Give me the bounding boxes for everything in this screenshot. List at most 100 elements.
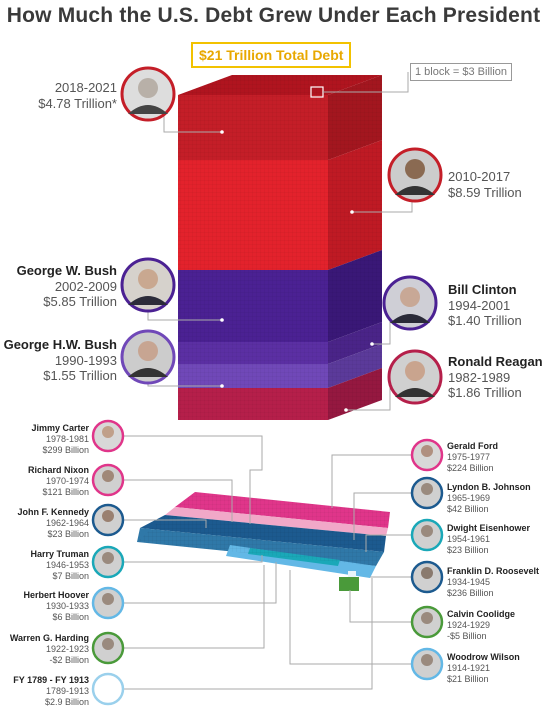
connector-nixon <box>93 479 233 522</box>
name-jimmy-carter: Jimmy Carter <box>31 423 89 433</box>
label-john-f-kennedy: John F. Kennedy 1962-1964 $23 Billion <box>17 507 89 539</box>
label-george-h-w-bush: George H.W. Bush 1990-1993 $1.55 Trillio… <box>4 337 117 384</box>
name-fy1789-fy1913: FY 1789 - FY 1913 <box>13 675 89 685</box>
name-calvin-coolidge: Calvin Coolidge <box>447 609 516 619</box>
name-warren-g-harding: Warren G. Harding <box>9 633 89 643</box>
connector-carter <box>93 435 263 524</box>
years-2018-2021: 2018-2021 <box>54 80 117 95</box>
years-lyndon-b-johnson: 1965-1969 <box>447 492 491 503</box>
portraits-small <box>91 419 444 706</box>
portrait-warren-g-harding <box>91 631 125 665</box>
years-george-w-bush: 2002-2009 <box>54 278 117 294</box>
connector-fy1789 <box>93 578 373 690</box>
name-ronald-reagan: Ronald Reagan <box>448 354 543 369</box>
connector-coolidge <box>349 590 412 623</box>
connector-truman <box>93 555 263 563</box>
years-2010-2017: 2010-2017 <box>448 169 511 184</box>
portraits-large <box>120 66 443 405</box>
name-harry-truman: Harry Truman <box>30 549 89 559</box>
amount-2010-2017: $8.59 Trillion <box>448 184 522 200</box>
amount-herbert-hoover: $6 Billion <box>52 611 89 622</box>
amount-lyndon-b-johnson: $42 Billion <box>447 503 489 514</box>
name-herbert-hoover: Herbert Hoover <box>23 590 89 600</box>
portrait-2010-2017 <box>387 147 443 203</box>
amount-george-w-bush: $5.85 Trillion <box>43 294 117 310</box>
connector-ford <box>331 454 412 508</box>
name-gerald-ford: Gerald Ford <box>447 441 499 451</box>
years-gerald-ford: 1975-1977 <box>447 451 491 462</box>
label-lyndon-b-johnson: Lyndon B. Johnson 1965-1969 $42 Billion <box>447 482 531 514</box>
label-george-w-bush: George W. Bush 2002-2009 $5.85 Trillion <box>17 263 117 310</box>
years-dwight-eisenhower: 1954-1961 <box>447 533 491 544</box>
portrait-george-w-bush <box>120 257 176 313</box>
main-stack <box>178 75 382 420</box>
amount-george-h-w-bush: $1.55 Trillion <box>43 368 117 384</box>
label-ronald-reagan: Ronald Reagan 1982-1989 $1.86 Trillion <box>448 354 543 401</box>
name-john-f-kennedy: John F. Kennedy <box>17 507 89 517</box>
years-ronald-reagan: 1982-1989 <box>448 369 511 385</box>
slab-white-cell <box>348 571 356 577</box>
connector-lines <box>93 72 413 690</box>
amount-dwight-eisenhower: $23 Billion <box>447 544 489 555</box>
portrait-george-h-w-bush <box>120 329 176 385</box>
name-richard-nixon: Richard Nixon <box>27 465 89 475</box>
name-franklin-d-roosevelt: Franklin D. Roosevelt <box>447 566 540 576</box>
connector-dots <box>220 130 374 412</box>
slab-green <box>339 577 359 591</box>
portrait-franklin-d-roosevelt <box>410 560 444 594</box>
amount-franklin-d-roosevelt: $236 Billion <box>447 587 494 598</box>
portrait-gerald-ford <box>410 438 444 472</box>
years-franklin-d-roosevelt: 1934-1945 <box>447 576 491 587</box>
portrait-jimmy-carter <box>91 419 125 453</box>
name-bill-clinton: Bill Clinton <box>448 282 517 297</box>
connector-hoover <box>93 562 277 604</box>
years-bill-clinton: 1994-2001 <box>448 297 511 313</box>
name-woodrow-wilson: Woodrow Wilson <box>447 652 520 662</box>
label-jimmy-carter: Jimmy Carter 1978-1981 $299 Billion <box>31 423 89 455</box>
amount-richard-nixon: $121 Billion <box>42 486 89 497</box>
portrait-lyndon-b-johnson <box>410 476 444 510</box>
years-woodrow-wilson: 1914-1921 <box>447 662 491 673</box>
name-george-w-bush: George W. Bush <box>16 263 117 278</box>
amount-john-f-kennedy: $23 Billion <box>47 528 89 539</box>
connector-kennedy <box>93 519 207 528</box>
years-fy1789-fy1913: 1789-1913 <box>45 685 89 696</box>
label-dwight-eisenhower: Dwight Eisenhower 1954-1961 $23 Billion <box>447 523 530 555</box>
name-lyndon-b-johnson: Lyndon B. Johnson <box>447 482 531 492</box>
chart-title: How Much the U.S. Debt Grew Under Each P… <box>6 4 541 27</box>
label-richard-nixon: Richard Nixon 1970-1974 $121 Billion <box>28 465 89 497</box>
portrait-john-f-kennedy <box>91 503 125 537</box>
connector-johnson <box>353 492 412 540</box>
portrait-2018-2021 <box>120 66 176 122</box>
connector-eisenhower <box>365 534 412 552</box>
portrait-richard-nixon <box>91 463 125 497</box>
label-gerald-ford: Gerald Ford 1975-1977 $224 Billion <box>447 441 498 473</box>
label-fy1789-fy1913: FY 1789 - FY 1913 1789-1913 $2.9 Billion <box>13 675 89 707</box>
portrait-ronald-reagan <box>387 349 443 405</box>
years-john-f-kennedy: 1962-1964 <box>45 517 89 528</box>
label-2018-2021: 2018-2021 $4.78 Trillion* <box>38 80 117 111</box>
label-harry-truman: Harry Truman 1946-1953 $7 Billion <box>30 549 89 581</box>
years-jimmy-carter: 1978-1981 <box>45 433 89 444</box>
amount-jimmy-carter: $299 Billion <box>42 444 89 455</box>
portrait-harry-truman <box>91 545 125 579</box>
label-calvin-coolidge: Calvin Coolidge 1924-1929 -$5 Billion <box>447 609 515 641</box>
connector-wilson <box>289 570 412 665</box>
portrait-calvin-coolidge <box>410 605 444 639</box>
amount-ronald-reagan: $1.86 Trillion <box>448 385 522 401</box>
total-debt-label: $21 Trillion Total Debt <box>191 42 352 68</box>
amount-fy1789-fy1913: $2.9 Billion <box>44 696 89 707</box>
years-richard-nixon: 1970-1974 <box>45 475 89 486</box>
slab-light-pink <box>165 507 388 536</box>
label-warren-g-harding: Warren G. Harding 1922-1923 -$2 Billion <box>10 633 89 665</box>
years-george-h-w-bush: 1990-1993 <box>54 352 117 368</box>
years-warren-g-harding: 1922-1923 <box>45 643 89 654</box>
portrait-dwight-eisenhower <box>410 518 444 552</box>
amount-bill-clinton: $1.40 Trillion <box>448 313 522 329</box>
label-2010-2017: 2010-2017 $8.59 Trillion <box>448 169 522 200</box>
amount-warren-g-harding: -$2 Billion <box>49 654 89 665</box>
amount-gerald-ford: $224 Billion <box>447 462 494 473</box>
amount-2018-2021: $4.78 Trillion* <box>38 95 117 111</box>
years-harry-truman: 1946-1953 <box>45 559 89 570</box>
